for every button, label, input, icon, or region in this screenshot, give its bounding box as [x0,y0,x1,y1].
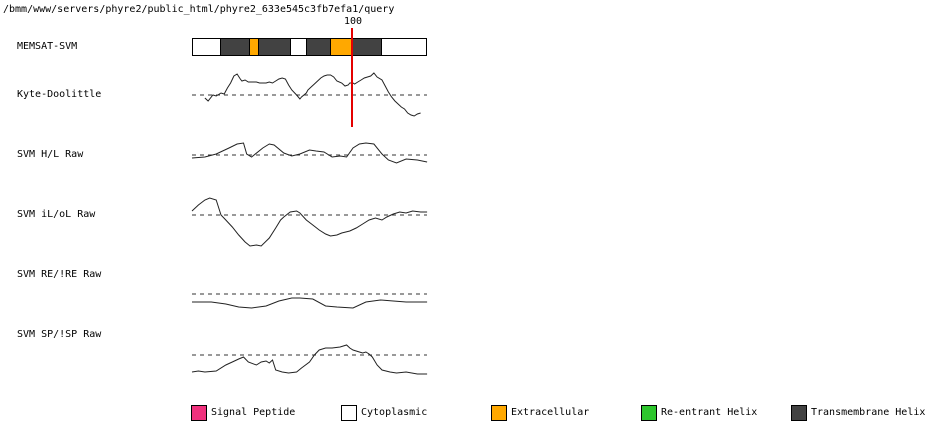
memsat-segment-transmembrane-helix [258,39,292,55]
file-path-title: /bmm/www/servers/phyre2/public_html/phyr… [3,4,395,15]
re-entrant-helix-swatch [641,404,657,421]
legend-label-signal-peptide: Signal Peptide [211,407,296,418]
row-label-kyte-doolittle: Kyte-Doolittle [17,89,102,100]
memsat-segment-cytoplasmic [381,39,426,55]
legend-label-extracellular: Extracellular [511,407,590,418]
cytoplasmic-swatch [341,404,357,421]
memsat-segment-extracellular [248,39,260,55]
legend-label-cytoplasmic: Cytoplasmic [361,407,428,418]
memsat-segment-transmembrane-helix [306,39,332,55]
legend-item-signal-peptide: Signal Peptide [191,404,295,421]
signal-peptide-swatch [191,404,207,421]
kyte-doolittle-curve [204,72,421,117]
transmembrane-helix-swatch [791,404,807,421]
svm-il-ol-raw-curve [191,197,428,247]
svm-re-re-raw-curve [192,297,428,309]
residue-tick-label: 100 [344,16,363,27]
position-marker-line [351,28,353,127]
memsat-segment-cytoplasmic [193,39,222,55]
memsat-segment-extracellular [330,39,352,55]
row-label-svm-rere-raw: SVM RE/!RE Raw [17,269,102,280]
svm-sp-sp-raw-curve [191,344,428,375]
legend-item-re-entrant-helix: Re-entrant Helix [641,404,757,421]
row-label-svm-hl-raw: SVM H/L Raw [17,149,84,160]
legend-item-cytoplasmic: Cytoplasmic [341,404,427,421]
legend-label-transmembrane-helix: Transmembrane Helix [811,407,926,418]
legend-item-extracellular: Extracellular [491,404,589,421]
legend-label-re-entrant-helix: Re-entrant Helix [661,407,758,418]
memsat-segment-cytoplasmic [290,39,308,55]
memsat-segment-transmembrane-helix [220,39,250,55]
row-label-memsat-svm: MEMSAT-SVM [17,41,78,52]
row-label-svm-ilol-raw: SVM iL/oL Raw [17,209,96,220]
legend-item-transmembrane-helix: Transmembrane Helix [791,404,925,421]
row-label-svm-spsp-raw: SVM SP/!SP Raw [17,329,102,340]
svm-h-l-raw-curve [191,142,428,164]
memsat-svm-topology-track [192,38,427,56]
extracellular-swatch [491,404,507,421]
